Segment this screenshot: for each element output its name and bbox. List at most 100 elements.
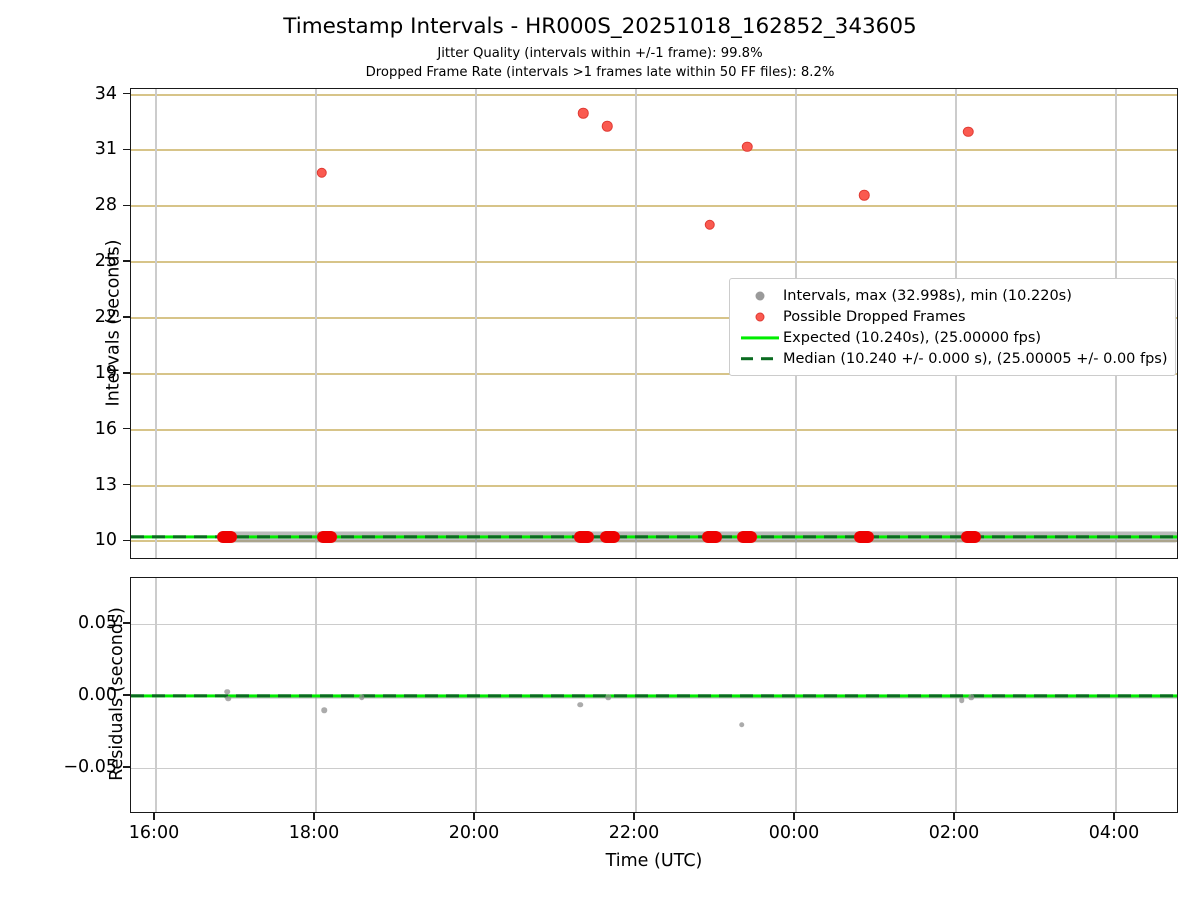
- xtick-mark-5: [953, 813, 955, 820]
- residuals-plot-area: [130, 577, 1178, 813]
- xtick-mark-1: [313, 813, 315, 820]
- residual-point-7: [958, 697, 965, 704]
- ytick-mark-main-5: [123, 260, 130, 262]
- median-line-residuals: [131, 694, 1177, 698]
- interval-outlier-point-6: [963, 126, 974, 138]
- median-line-main: [131, 535, 1177, 539]
- gridline-intervals-3: [131, 372, 1177, 375]
- intervals-plot-inner: [131, 89, 1177, 558]
- legend-item-intervals: Intervals, max (32.998s), min (10.220s): [737, 285, 1166, 306]
- xtick-label-0: 16:00: [128, 823, 180, 843]
- x-axis-label: Time (UTC): [605, 851, 703, 871]
- ytick-label-main-1: 13: [94, 474, 117, 495]
- ytick-mark-main-6: [123, 204, 130, 207]
- xtick-label-6: 04:00: [1088, 823, 1140, 843]
- ytick-label-main-3: 19: [94, 362, 117, 383]
- ytick-label-main-7: 31: [94, 139, 117, 160]
- legend-marker-red-circle-icon: [737, 306, 783, 327]
- gridline-intervals-1: [131, 484, 1177, 487]
- chart-subtitle-dropped-frame-rate: Dropped Frame Rate (intervals >1 frames …: [365, 65, 835, 80]
- ytick-label-main-2: 16: [94, 418, 117, 439]
- legend-marker-dashed-line-icon: [737, 348, 783, 369]
- chart-title: Timestamp Intervals - HR000S_20251018_16…: [283, 14, 917, 39]
- ytick-mark-resid-0: [123, 622, 130, 624]
- interval-outlier-point-5: [859, 189, 870, 201]
- xtick-mark-3: [633, 813, 635, 820]
- xtick-label-5: 02:00: [928, 823, 980, 843]
- residual-point-3: [358, 694, 365, 701]
- ytick-label-main-0: 10: [94, 530, 117, 551]
- interval-outlier-point-4: [741, 141, 753, 152]
- gridline-residuals-2: [131, 767, 1177, 770]
- gridline-intervals-4: [131, 316, 1177, 319]
- xtick-label-2: 20:00: [448, 823, 500, 843]
- ytick-label-main-5: 25: [94, 251, 117, 272]
- residual-point-6: [738, 722, 745, 728]
- ytick-label-main-4: 22: [94, 306, 117, 327]
- ytick-mark-resid-2: [123, 766, 130, 768]
- gridline-intervals-6: [131, 205, 1177, 208]
- legend-label-intervals: Intervals, max (32.998s), min (10.220s): [783, 287, 1072, 304]
- chart-legend: Intervals, max (32.998s), min (10.220s) …: [729, 278, 1176, 376]
- ytick-mark-main-1: [123, 483, 130, 486]
- gridline-vertical-main-0: [155, 89, 157, 558]
- dropped-frame-cluster-7: [961, 530, 981, 543]
- gridline-intervals-7: [131, 149, 1177, 152]
- residual-point-4: [577, 701, 584, 708]
- dropped-frame-cluster-6: [854, 530, 875, 543]
- dropped-frame-cluster-0: [217, 530, 237, 543]
- legend-marker-gray-circle-icon: [737, 285, 783, 306]
- ytick-mark-main-3: [123, 372, 130, 374]
- ytick-label-resid-0: 0.05: [78, 613, 117, 634]
- dropped-frame-cluster-3: [599, 530, 620, 543]
- xtick-mark-6: [1113, 813, 1115, 820]
- legend-item-dropped-frames: Possible Dropped Frames: [737, 306, 1166, 327]
- ytick-mark-main-8: [123, 92, 130, 95]
- xtick-label-4: 00:00: [768, 823, 820, 843]
- dropped-frame-cluster-2: [574, 530, 595, 543]
- ytick-mark-main-7: [123, 148, 130, 151]
- gridline-intervals-5: [131, 261, 1177, 264]
- interval-outlier-point-0: [316, 167, 327, 179]
- ytick-mark-resid-1: [123, 694, 130, 696]
- residual-point-8: [968, 694, 974, 701]
- residual-point-1: [225, 696, 232, 702]
- gridline-vertical-main-3: [635, 89, 637, 558]
- residual-point-0: [224, 688, 230, 695]
- ytick-label-resid-2: −0.05: [63, 756, 117, 777]
- gridline-intervals-8: [131, 93, 1177, 96]
- gridline-residuals-0: [131, 624, 1177, 626]
- legend-item-median: Median (10.240 +/- 0.000 s), (25.00005 +…: [737, 348, 1168, 369]
- chart-subtitle-jitter-quality: Jitter Quality (intervals within +/-1 fr…: [437, 46, 763, 61]
- title-block: Timestamp Intervals - HR000S_20251018_16…: [0, 0, 1200, 82]
- residual-point-2: [321, 707, 328, 714]
- xtick-label-1: 18:00: [288, 823, 340, 843]
- interval-outlier-point-3: [704, 219, 715, 231]
- ytick-mark-main-2: [123, 427, 130, 430]
- dropped-frame-cluster-5: [737, 530, 757, 543]
- dropped-frame-cluster-1: [317, 530, 337, 543]
- xtick-label-3: 22:00: [608, 823, 660, 843]
- legend-label-expected: Expected (10.240s), (25.00000 fps): [783, 329, 1042, 346]
- gridline-vertical-main-1: [315, 89, 317, 558]
- residual-point-5: [605, 694, 612, 701]
- residuals-plot-inner: [131, 578, 1177, 812]
- xtick-mark-2: [473, 813, 475, 820]
- interval-outlier-point-1: [577, 107, 589, 119]
- legend-label-dropped-frames: Possible Dropped Frames: [783, 308, 966, 325]
- legend-marker-solid-line-icon: [737, 327, 783, 348]
- ytick-mark-main-0: [123, 539, 130, 542]
- xtick-mark-0: [153, 813, 155, 820]
- gridline-vertical-main-2: [475, 89, 477, 558]
- ytick-label-main-6: 28: [94, 195, 117, 216]
- dropped-frame-cluster-4: [702, 530, 723, 543]
- ytick-label-main-8: 34: [94, 83, 117, 104]
- interval-outlier-point-2: [601, 120, 613, 132]
- ytick-label-resid-1: 0.00: [78, 685, 117, 705]
- legend-item-expected: Expected (10.240s), (25.00000 fps): [737, 327, 1166, 348]
- legend-label-median: Median (10.240 +/- 0.000 s), (25.00005 +…: [783, 350, 1168, 367]
- xtick-mark-4: [793, 813, 795, 820]
- gridline-intervals-2: [131, 428, 1177, 431]
- ytick-mark-main-4: [123, 316, 130, 318]
